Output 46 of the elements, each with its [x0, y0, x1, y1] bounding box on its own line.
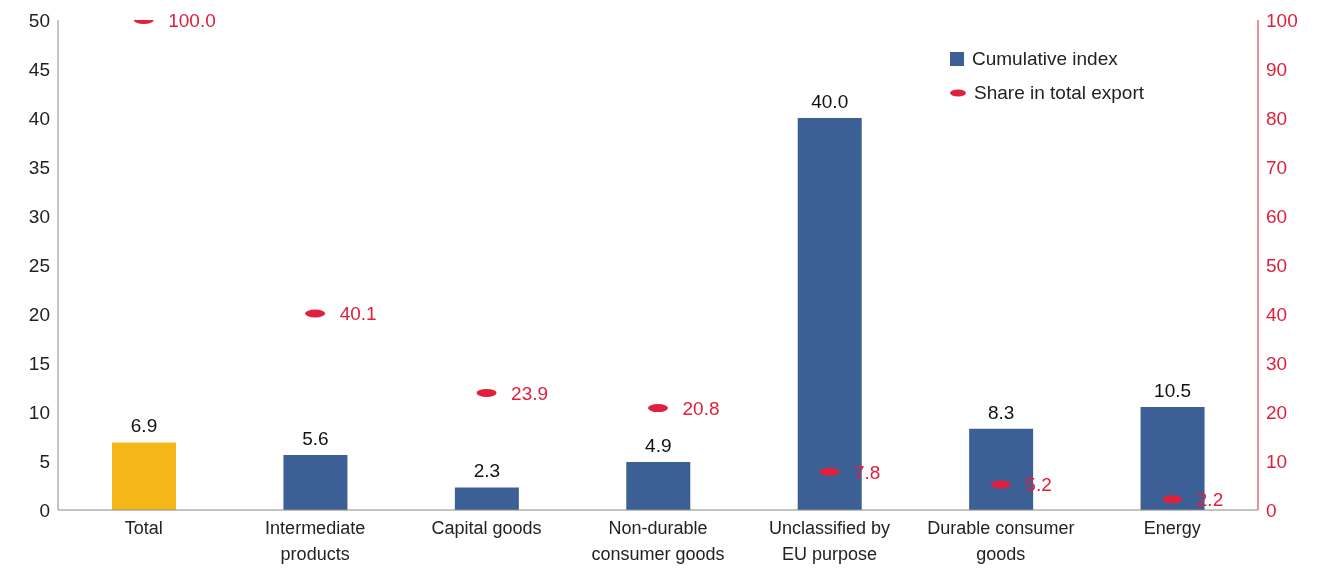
legend-label: Share in total export: [974, 81, 1145, 105]
data-label: 2.3: [473, 460, 501, 482]
y2-tick-label: 30: [1266, 352, 1288, 374]
data-label: 20.8: [682, 397, 720, 419]
bar: [626, 461, 691, 510]
data-label: 23.9: [511, 382, 549, 404]
y2-tick-label: 100: [1266, 9, 1298, 31]
y-tick-label: 25: [28, 254, 50, 276]
x-tick-label: Durable consumer goods: [927, 518, 1075, 564]
y2-tick-label: 90: [1266, 58, 1288, 80]
data-label: 40.1: [339, 303, 377, 325]
y2-tick-label: 50: [1266, 254, 1288, 276]
bar: [454, 487, 519, 510]
bar: [112, 442, 176, 510]
x-tick-label: Intermediate products: [265, 518, 366, 564]
x-tick-label: Capital goods: [431, 518, 542, 538]
data-label: 100.0: [168, 9, 216, 31]
y2-tick-label: 20: [1266, 401, 1288, 423]
x-tick-label: Energy: [1143, 518, 1201, 538]
data-label: 5.6: [302, 428, 329, 450]
y-tick-label: 20: [28, 303, 50, 325]
x-tick-label: Unclassified by EU purpose: [768, 518, 890, 564]
data-label: 10.5: [1154, 380, 1192, 402]
y-tick-label: 5: [39, 450, 50, 472]
y-tick-label: 35: [28, 156, 50, 178]
bar: [283, 455, 348, 510]
x-tick-label: Non-durable consumer goods: [591, 518, 725, 564]
y-tick-label: 45: [28, 58, 50, 80]
y-tick-label: 40: [28, 107, 50, 129]
y2-tick-label: 10: [1266, 450, 1288, 472]
data-label: 8.3: [987, 401, 1015, 423]
x-tick-label: Total: [124, 518, 163, 538]
data-label: 40.0: [811, 91, 849, 112]
y-tick-label: 30: [28, 205, 50, 227]
y-tick-label: 50: [28, 9, 50, 31]
data-label: 6.9: [130, 415, 158, 437]
y-tick-label: 10: [28, 401, 50, 423]
data-label: 4.9: [645, 434, 672, 456]
y2-tick-label: 60: [1266, 205, 1288, 227]
y2-tick-label: 80: [1266, 107, 1288, 129]
y2-tick-label: 0: [1266, 499, 1277, 521]
y-tick-label: 15: [28, 352, 50, 374]
y2-tick-label: 70: [1266, 156, 1288, 178]
y2-tick-label: 40: [1266, 303, 1288, 325]
y-tick-label: 0: [39, 499, 50, 521]
legend-label: Cumulative index: [972, 47, 1118, 71]
